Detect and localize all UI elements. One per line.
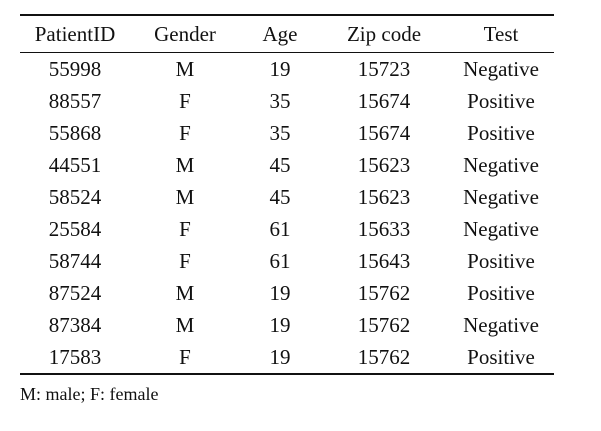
table-row: 25584 F 61 15633 Negative — [20, 213, 554, 245]
cell-age: 19 — [269, 313, 291, 337]
cell-zip-code: 15633 — [357, 217, 411, 241]
table-row: 87524 M 19 15762 Positive — [20, 277, 554, 309]
table-row: 55868 F 35 15674 Positive — [20, 117, 554, 149]
cell-patient-id: 58744 — [48, 249, 102, 273]
cell-zip-code: 15674 — [357, 89, 411, 113]
header-test: Test — [483, 22, 519, 46]
table-row: 55998 M 19 15723 Negative — [20, 53, 554, 86]
cell-age: 61 — [269, 217, 291, 241]
table-footnote: M: male; F: female — [20, 384, 159, 404]
cell-age: 35 — [269, 121, 291, 145]
cell-age: 19 — [269, 57, 291, 81]
cell-zip-code: 15723 — [357, 57, 411, 81]
cell-patient-id: 44551 — [48, 153, 102, 177]
header-patient-id: PatientID — [34, 22, 116, 46]
cell-patient-id: 55868 — [48, 121, 102, 145]
cell-zip-code: 15674 — [357, 121, 411, 145]
cell-patient-id: 87524 — [48, 281, 102, 305]
header-zip-code: Zip code — [346, 22, 422, 46]
cell-test: Positive — [467, 281, 535, 305]
cell-zip-code: 15623 — [357, 153, 411, 177]
cell-zip-code: 15762 — [357, 313, 411, 337]
cell-patient-id: 87384 — [48, 313, 102, 337]
patient-table-container: PatientID Gender Age Zip code Test 55998… — [20, 14, 554, 375]
cell-test: Negative — [463, 313, 539, 337]
cell-test: Negative — [463, 185, 539, 209]
cell-zip-code: 15762 — [357, 345, 411, 369]
cell-zip-code: 15762 — [357, 281, 411, 305]
cell-patient-id: 17583 — [48, 345, 102, 369]
cell-gender: F — [179, 345, 191, 369]
table-row: 17583 F 19 15762 Positive — [20, 341, 554, 374]
cell-gender: M — [175, 185, 195, 209]
cell-test: Negative — [463, 57, 539, 81]
cell-age: 35 — [269, 89, 291, 113]
header-gender: Gender — [154, 22, 216, 46]
cell-test: Negative — [463, 217, 539, 241]
cell-gender: M — [175, 281, 195, 305]
cell-test: Negative — [463, 153, 539, 177]
header-row: PatientID Gender Age Zip code Test — [20, 15, 554, 53]
cell-age: 45 — [269, 153, 291, 177]
cell-age: 61 — [269, 249, 291, 273]
table-row: 87384 M 19 15762 Negative — [20, 309, 554, 341]
table-row: 44551 M 45 15623 Negative — [20, 149, 554, 181]
cell-gender: M — [175, 153, 195, 177]
cell-gender: F — [179, 121, 191, 145]
table-body: 55998 M 19 15723 Negative 88557 F 35 15674 Positi… — [20, 53, 554, 374]
cell-zip-code: 15623 — [357, 185, 411, 209]
patient-table: PatientID Gender Age Zip code Test 55998… — [20, 14, 554, 375]
cell-gender: F — [179, 217, 191, 241]
cell-zip-code: 15643 — [357, 249, 411, 273]
table-row: 88557 F 35 15674 Positive — [20, 85, 554, 117]
cell-age: 19 — [269, 345, 291, 369]
cell-patient-id: 55998 — [48, 57, 102, 81]
cell-patient-id: 88557 — [48, 89, 102, 113]
cell-test: Positive — [467, 89, 535, 113]
cell-age: 19 — [269, 281, 291, 305]
table-header: PatientID Gender Age Zip code Test — [20, 15, 554, 53]
cell-test: Positive — [467, 345, 535, 369]
cell-gender: M — [175, 57, 195, 81]
header-age: Age — [262, 22, 298, 46]
cell-test: Positive — [467, 249, 535, 273]
cell-gender: F — [179, 89, 191, 113]
cell-patient-id: 58524 — [48, 185, 102, 209]
table-row: 58524 M 45 15623 Negative — [20, 181, 554, 213]
cell-gender: M — [175, 313, 195, 337]
cell-gender: F — [179, 249, 191, 273]
table-row: 58744 F 61 15643 Positive — [20, 245, 554, 277]
cell-patient-id: 25584 — [48, 217, 102, 241]
cell-test: Positive — [467, 121, 535, 145]
cell-age: 45 — [269, 185, 291, 209]
